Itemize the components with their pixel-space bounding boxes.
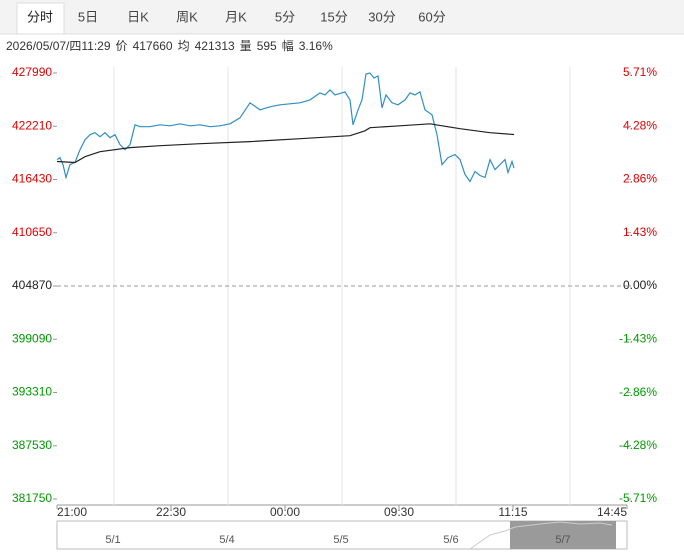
info-price: 417660 bbox=[133, 39, 173, 53]
y-tick-label: 399090 bbox=[12, 331, 52, 345]
navigator-line bbox=[469, 521, 613, 550]
tab[interactable]: 60分 bbox=[418, 9, 445, 24]
info-price-label: 价 bbox=[116, 39, 128, 53]
average-line bbox=[56, 123, 515, 164]
price-line bbox=[56, 72, 515, 183]
info-date: 2026/05/07/四11:29 bbox=[6, 39, 111, 53]
y2-tick-label: -4.28% bbox=[619, 438, 657, 452]
tab[interactable]: 5日 bbox=[78, 9, 98, 24]
y-tick-label: 410650 bbox=[12, 225, 52, 239]
y-tick-label: 422210 bbox=[12, 118, 52, 132]
info-amp-label: 幅 bbox=[282, 38, 294, 53]
y-tick-label: 381750 bbox=[12, 491, 52, 505]
y2-tick-label: 5.71% bbox=[623, 65, 657, 79]
info-vol: 595 bbox=[257, 39, 277, 53]
x-tick-label: 21:00 bbox=[57, 505, 87, 519]
tab[interactable]: 日K bbox=[127, 9, 149, 24]
y2-tick-label: 4.28% bbox=[623, 119, 657, 133]
x-tick-label: 14:45 bbox=[597, 505, 627, 519]
x-tick-label: 00:00 bbox=[270, 505, 300, 519]
y2-tick-label: -1.43% bbox=[619, 332, 657, 346]
navigator-date: 5/4 bbox=[219, 534, 234, 546]
y-tick-label: 393310 bbox=[12, 385, 52, 399]
navigator-date: 5/5 bbox=[333, 534, 348, 546]
y-tick-label: 427990 bbox=[12, 65, 52, 79]
info-vol-label: 量 bbox=[240, 39, 252, 53]
tab[interactable]: 30分 bbox=[368, 9, 395, 24]
y2-tick-label: -5.71% bbox=[619, 491, 657, 505]
y2-tick-label: 0.00% bbox=[623, 278, 657, 292]
y-tick-label: 416430 bbox=[12, 172, 52, 186]
y2-tick-label: -2.86% bbox=[619, 385, 657, 399]
info-avg: 421313 bbox=[195, 39, 235, 53]
y2-tick-label: 2.86% bbox=[623, 171, 657, 185]
x-tick-label: 22:30 bbox=[156, 505, 186, 519]
tab[interactable]: 月K bbox=[225, 9, 247, 24]
tab[interactable]: 周K bbox=[176, 9, 198, 24]
tab[interactable]: 分时 bbox=[27, 9, 53, 24]
tab[interactable]: 15分 bbox=[320, 9, 347, 24]
info-avg-label: 均 bbox=[178, 39, 190, 53]
info-amp: 3.16% bbox=[299, 39, 333, 53]
x-tick-label: 09:30 bbox=[384, 505, 414, 519]
tab[interactable]: 5分 bbox=[275, 9, 295, 24]
navigator-date: 5/6 bbox=[443, 534, 458, 546]
navigator-date: 5/7 bbox=[555, 534, 570, 546]
x-tick-label: 11:15 bbox=[498, 505, 527, 519]
active-tab-bg bbox=[16, 2, 65, 35]
y-tick-label: 387530 bbox=[12, 438, 52, 452]
y-tick-label: 404870 bbox=[12, 278, 52, 292]
navigator-date: 5/1 bbox=[105, 534, 120, 546]
tab-bar bbox=[0, 0, 684, 34]
y2-tick-label: 1.43% bbox=[623, 225, 657, 239]
